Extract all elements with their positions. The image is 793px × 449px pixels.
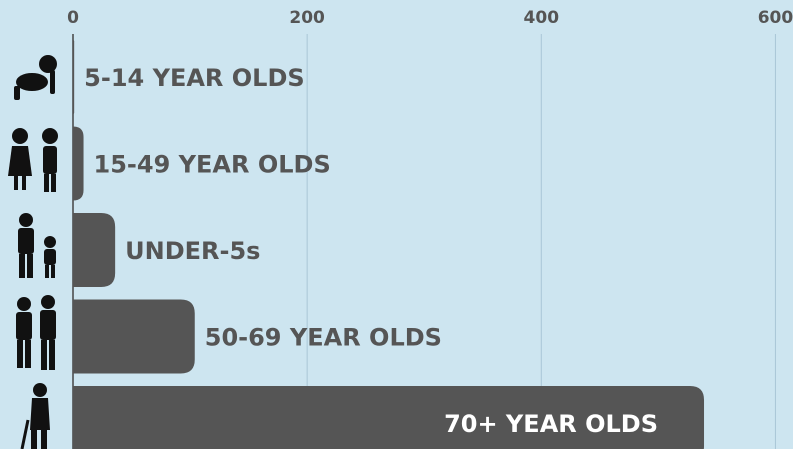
x-tick-label: 600 [758,8,793,28]
bar-label: UNDER-5s [125,237,260,265]
bar-label: 50-69 YEAR OLDS [205,324,442,352]
x-tick-label: 200 [289,8,325,28]
bar [73,40,75,114]
icon-children [8,128,58,192]
bar-label: 15-49 YEAR OLDS [94,151,331,179]
x-tick-label: 0 [67,8,79,28]
x-tick-label: 400 [524,8,560,28]
bar [73,126,84,201]
icon-parent-child [18,213,56,278]
bar [73,213,116,287]
icon-elderly [20,383,50,449]
icon-baby [14,55,57,100]
bar-label: 70+ YEAR OLDS [444,410,658,438]
bar [73,299,195,374]
age-icons [8,55,58,449]
bar [73,386,705,449]
bar-label: 5-14 YEAR OLDS [84,64,304,92]
icon-adults [16,295,56,370]
